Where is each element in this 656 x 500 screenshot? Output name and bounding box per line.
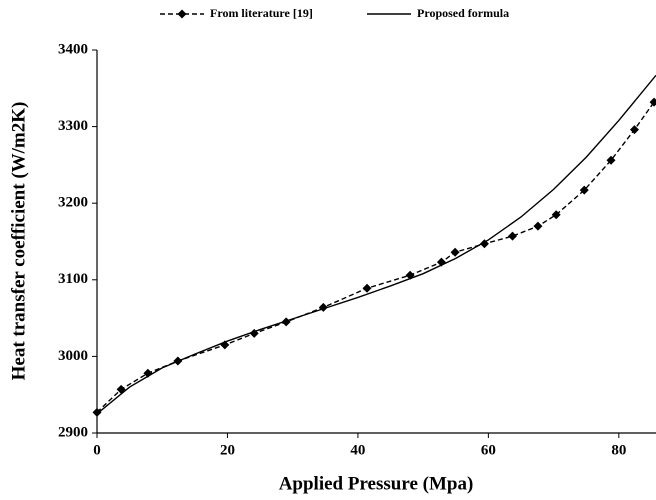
marker	[649, 97, 656, 107]
x-tick-label: 0	[93, 442, 101, 458]
marker	[92, 407, 102, 417]
x-tick-label: 80	[611, 442, 626, 458]
y-tick-label: 3100	[58, 271, 88, 287]
marker	[606, 155, 616, 165]
y-tick-label: 3200	[58, 195, 88, 211]
y-tick-label: 3000	[58, 348, 88, 364]
y-tick-label: 3300	[58, 118, 88, 134]
y-axis-title: Heat transfer coefficient (W/m2K)	[8, 102, 29, 381]
y-tick-label: 2900	[58, 424, 88, 440]
marker	[450, 247, 460, 257]
marker	[507, 231, 517, 241]
x-tick-label: 60	[481, 442, 496, 458]
y-tick-label: 3400	[58, 41, 88, 57]
series-line	[96, 101, 655, 413]
legend-label: From literature [19]	[210, 6, 313, 20]
x-axis-title: Applied Pressure (Mpa)	[279, 473, 474, 494]
marker	[143, 368, 153, 378]
marker	[629, 125, 639, 135]
series-line	[96, 74, 656, 415]
x-tick-label: 20	[220, 442, 235, 458]
x-tick-label: 40	[350, 442, 365, 458]
legend-marker	[177, 9, 187, 19]
legend-label: Proposed formula	[417, 6, 509, 20]
marker	[362, 283, 372, 293]
marker	[533, 221, 543, 231]
marker	[551, 210, 561, 220]
marker	[579, 185, 589, 195]
